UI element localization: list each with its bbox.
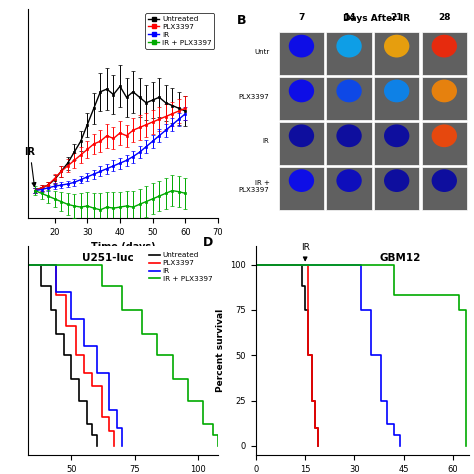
Circle shape xyxy=(384,80,410,102)
Legend: Untreated, PLX3397, IR, IR + PLX3397: Untreated, PLX3397, IR, IR + PLX3397 xyxy=(146,13,214,48)
Text: IR: IR xyxy=(263,138,270,145)
Circle shape xyxy=(337,124,362,147)
Circle shape xyxy=(432,35,457,57)
Bar xyxy=(279,167,324,210)
Text: Untr: Untr xyxy=(254,49,270,55)
Circle shape xyxy=(384,169,410,192)
Bar xyxy=(422,122,467,165)
Circle shape xyxy=(337,169,362,192)
Circle shape xyxy=(337,35,362,57)
Text: 21: 21 xyxy=(391,13,403,22)
Text: 28: 28 xyxy=(438,13,451,22)
Circle shape xyxy=(384,35,410,57)
Text: U251-luc: U251-luc xyxy=(82,253,133,263)
Text: 7: 7 xyxy=(298,13,305,22)
Circle shape xyxy=(337,80,362,102)
Circle shape xyxy=(289,124,314,147)
Bar xyxy=(374,122,419,165)
Bar xyxy=(279,32,324,75)
Text: 14: 14 xyxy=(343,13,356,22)
Bar xyxy=(374,32,419,75)
Text: PLX3397: PLX3397 xyxy=(239,93,270,100)
Text: IR +
PLX3397: IR + PLX3397 xyxy=(239,180,270,193)
X-axis label: Time (days): Time (days) xyxy=(91,242,155,252)
Circle shape xyxy=(384,124,410,147)
Bar xyxy=(374,167,419,210)
Circle shape xyxy=(289,80,314,102)
Bar xyxy=(327,77,372,120)
Bar xyxy=(279,77,324,120)
Circle shape xyxy=(432,169,457,192)
Circle shape xyxy=(289,35,314,57)
Bar xyxy=(374,77,419,120)
Bar xyxy=(327,32,372,75)
Legend: Untreated, PLX3397, IR, IR + PLX3397: Untreated, PLX3397, IR, IR + PLX3397 xyxy=(147,250,214,284)
Text: Days After IR: Days After IR xyxy=(343,14,410,23)
Bar xyxy=(327,167,372,210)
Circle shape xyxy=(432,80,457,102)
Bar xyxy=(327,122,372,165)
Circle shape xyxy=(432,124,457,147)
Circle shape xyxy=(289,169,314,192)
Text: D: D xyxy=(203,236,213,249)
Bar xyxy=(422,167,467,210)
Text: GBM12: GBM12 xyxy=(380,253,421,263)
Text: IR: IR xyxy=(25,147,36,187)
Bar xyxy=(279,122,324,165)
Bar xyxy=(422,32,467,75)
Y-axis label: Percent survival: Percent survival xyxy=(216,309,225,392)
Text: B: B xyxy=(237,14,246,27)
Text: IR: IR xyxy=(301,243,310,261)
Bar xyxy=(422,77,467,120)
